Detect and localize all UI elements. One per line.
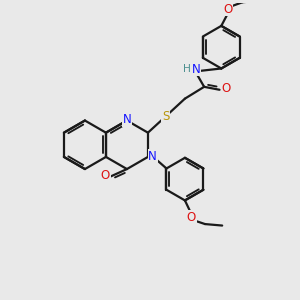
Text: O: O	[101, 169, 110, 182]
Text: O: O	[187, 211, 196, 224]
Text: S: S	[162, 110, 169, 123]
Text: O: O	[221, 82, 231, 95]
Text: N: N	[148, 150, 157, 163]
Text: N: N	[191, 63, 200, 76]
Text: O: O	[223, 3, 232, 16]
Text: H: H	[183, 64, 191, 74]
Text: N: N	[123, 113, 131, 126]
